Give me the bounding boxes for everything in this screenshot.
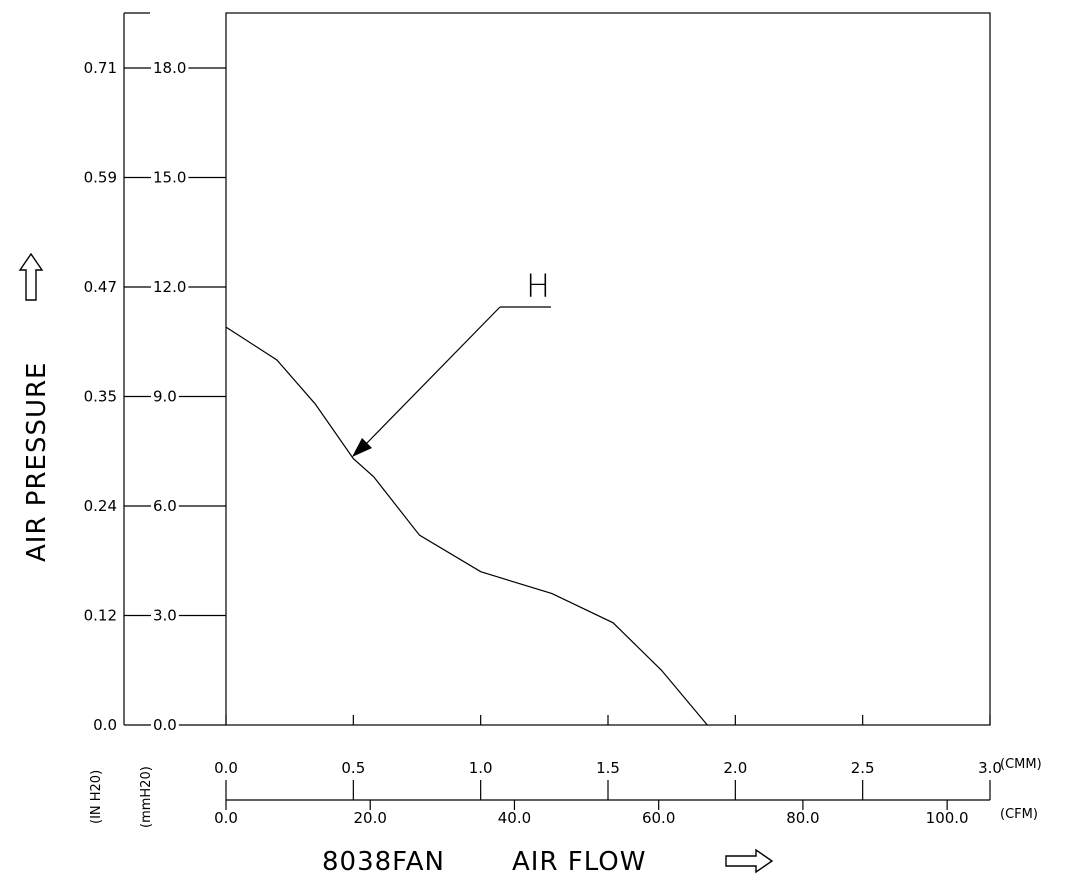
curve-annotation: H xyxy=(352,267,551,457)
x-primary-tick-label: 2.5 xyxy=(851,759,875,777)
x-primary-tick-label: 0.5 xyxy=(341,759,365,777)
x-primary-tick-label: 0.0 xyxy=(214,759,238,777)
plot-frame xyxy=(225,12,991,726)
x-secondary-tick-label: 40.0 xyxy=(498,809,531,827)
y-primary-tick-label: 18.0 xyxy=(153,59,186,77)
x-primary-tick-label: 1.5 xyxy=(596,759,620,777)
x-secondary-tick-label: 0.0 xyxy=(214,809,238,827)
right-arrow-icon xyxy=(725,848,774,874)
y-axis-title: AIR PRESSURE xyxy=(22,362,52,563)
y-secondary-tick-label: 0.47 xyxy=(84,278,117,296)
up-arrow-icon xyxy=(18,252,44,301)
y-primary-tick-label-bg xyxy=(151,278,189,296)
x-secondary-ticks: 0.0 20.0 40.0 60.0 80.0 100.0 xyxy=(214,800,969,827)
y-primary-tick-label: 12.0 xyxy=(153,278,186,296)
y-primary-tick-label-bg xyxy=(151,497,179,515)
y-secondary-tick-label: 0.0 xyxy=(93,716,117,734)
x-primary-ticks: 0.0 0.5 1.0 1.5 2.0 2.5 3.0 xyxy=(214,715,1002,800)
x-secondary-unit-label: (CFM) xyxy=(1000,807,1038,822)
y-secondary-tick-label: 0.71 xyxy=(84,59,117,77)
y-primary-tick-label-bg xyxy=(151,606,179,625)
x-primary-tick-label: 3.0 xyxy=(978,759,1002,777)
x-secondary-tick-label: 100.0 xyxy=(926,809,969,827)
y-secondary-tick-label: 0.59 xyxy=(84,169,117,187)
x-axis-title-prefix: 8038FAN xyxy=(322,847,445,877)
y-secondary-tick-label: 0.12 xyxy=(84,607,117,625)
x-axis-title: AIR FLOW xyxy=(512,847,646,877)
y-primary-tick-label: 6.0 xyxy=(153,497,177,515)
y-secondary-tick-label: 0.24 xyxy=(84,497,117,515)
annotation-arrowhead xyxy=(352,438,372,457)
y-primary-tick-label: 9.0 xyxy=(153,388,177,406)
y-primary-ticks: 0.0 3.0 6.0 9.0 12.0 15.0 18.0 xyxy=(150,59,226,734)
y-primary-tick-label: 0.0 xyxy=(153,716,177,734)
x-primary-tick-label: 1.0 xyxy=(469,759,493,777)
x-secondary-tick-label: 60.0 xyxy=(642,809,675,827)
y-primary-tick-label-bg xyxy=(151,387,179,406)
annotation-label: H xyxy=(526,267,550,305)
y-primary-tick-label: 15.0 xyxy=(153,169,186,187)
y-primary-tick-label-bg xyxy=(151,59,189,77)
y-primary-unit-label: (mmH20) xyxy=(139,766,154,828)
y-primary-tick-label: 3.0 xyxy=(153,607,177,625)
y-secondary-tick-label: 0.35 xyxy=(84,388,117,406)
series-line-h xyxy=(225,326,708,726)
x-secondary-tick-label: 20.0 xyxy=(354,809,387,827)
x-secondary-tick-label: 80.0 xyxy=(786,809,819,827)
x-primary-tick-label: 2.0 xyxy=(723,759,747,777)
y-secondary-unit-label: (IN H20) xyxy=(89,770,104,824)
y-secondary-ticks: 0.0 0.12 0.24 0.35 0.47 0.59 0.71 xyxy=(84,59,150,734)
y-primary-tick-label-bg xyxy=(151,168,189,187)
y-primary-tick-label-bg xyxy=(151,716,179,734)
annotation-leader xyxy=(365,306,501,445)
x-primary-unit-label: (CMM) xyxy=(1000,757,1042,772)
